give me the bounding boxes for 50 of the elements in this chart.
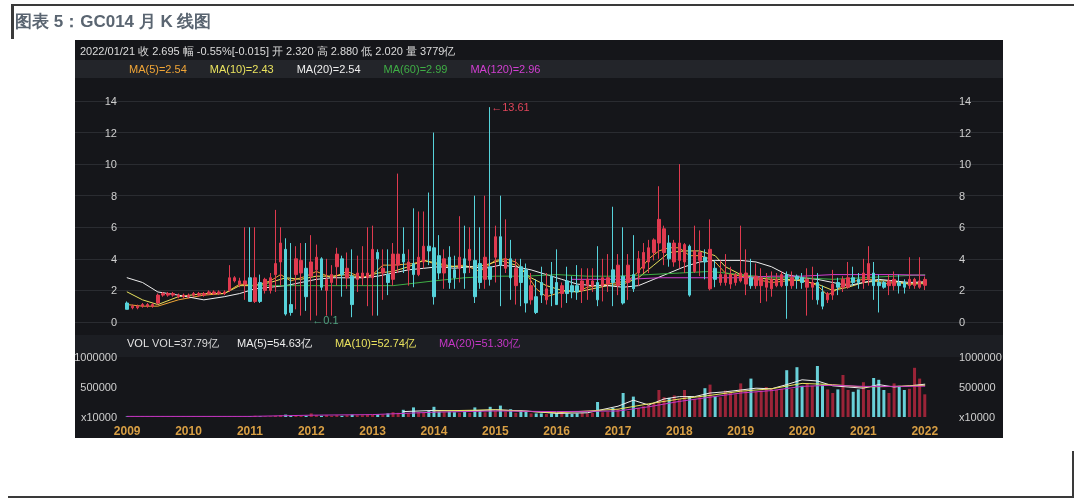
chart-title: VOL bbox=[127, 336, 150, 349]
y2-tick-label: 12 bbox=[959, 126, 972, 139]
y2-tick-label: 0 bbox=[959, 315, 966, 328]
annotation: ←13.61 bbox=[491, 101, 530, 114]
y-tick-label: 1000000 bbox=[74, 351, 117, 363]
x-tick-label: 2021 bbox=[850, 424, 878, 438]
y2-tick-label: 14 bbox=[959, 95, 972, 107]
y-tick-label: 12 bbox=[104, 126, 117, 139]
x-tick-label: 2015 bbox=[481, 424, 509, 438]
y-tick-label: 10 bbox=[104, 158, 117, 171]
y2-tick-label: 8 bbox=[959, 189, 966, 202]
y2-tick-label: 6 bbox=[959, 221, 966, 234]
x-tick-label: 2012 bbox=[297, 424, 325, 438]
text: MA(5)=2.54 bbox=[129, 62, 187, 75]
chart-title: 图表 5：GC014 月 K 线图 bbox=[15, 12, 212, 31]
text: VOL=37.79亿 bbox=[152, 337, 219, 349]
y-tick-label: 6 bbox=[110, 221, 117, 234]
x-tick-label: 2013 bbox=[359, 424, 387, 438]
text: MA(20)=2.54 bbox=[296, 62, 361, 75]
y-tick-label: x10000 bbox=[80, 411, 117, 423]
text: MA(10)=52.74亿 bbox=[334, 336, 416, 349]
y-tick-label: 2 bbox=[110, 284, 117, 297]
y2-tick-label: x10000 bbox=[959, 411, 996, 423]
x-tick-label: 2020 bbox=[788, 424, 816, 438]
text: MA(120)=2.96 bbox=[470, 62, 541, 75]
x-tick-label: 2011 bbox=[236, 424, 264, 438]
text: MA(60)=2.99 bbox=[383, 62, 448, 75]
y2-tick-label: 10 bbox=[959, 158, 972, 171]
x-tick-label: 2018 bbox=[666, 424, 694, 438]
x-tick-label: 2014 bbox=[420, 424, 448, 438]
x-tick-label: 2022 bbox=[911, 424, 939, 438]
y2-tick-label: 2 bbox=[959, 284, 966, 297]
x-tick-label: 2009 bbox=[113, 424, 141, 438]
y2-tick-label: 4 bbox=[959, 252, 966, 265]
text: MA(5)=54.63亿 bbox=[237, 336, 312, 349]
text: MA(10)=2.43 bbox=[209, 62, 274, 75]
y-tick-label: 14 bbox=[104, 95, 117, 107]
y-tick-label: 8 bbox=[110, 189, 117, 202]
y-tick-label: 500000 bbox=[80, 381, 117, 393]
x-tick-label: 2017 bbox=[604, 424, 632, 438]
x-tick-label: 2016 bbox=[543, 424, 571, 438]
y2-tick-label: 500000 bbox=[959, 381, 996, 393]
text: 2022/01/21 收 2.695 幅 -0.55%[-0.015] 开 2.320 高 2.880 低 2.020 量 3779亿 bbox=[80, 45, 456, 57]
text: MA(20)=51.30亿 bbox=[438, 336, 520, 349]
annotation: ←0.1 bbox=[312, 314, 339, 327]
y-tick-label: 4 bbox=[110, 252, 117, 265]
x-tick-label: 2010 bbox=[175, 424, 203, 438]
x-tick-label: 2019 bbox=[727, 424, 755, 438]
y-tick-label: 0 bbox=[110, 315, 117, 328]
y2-tick-label: 1000000 bbox=[959, 351, 1002, 363]
